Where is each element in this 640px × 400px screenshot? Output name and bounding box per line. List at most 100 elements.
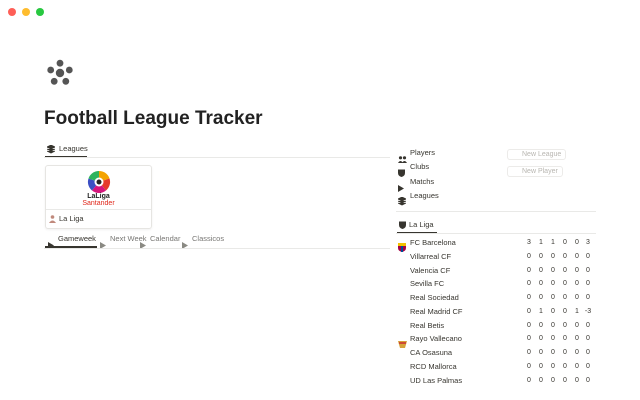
action-button[interactable]: New Player: [507, 165, 563, 177]
stat-cell: 0: [563, 376, 567, 384]
stat-cell: 0: [575, 280, 579, 288]
stat-cell: 0: [539, 321, 543, 329]
club-name[interactable]: Real Betis: [410, 320, 445, 330]
club-name[interactable]: UD Las Palmas: [410, 375, 463, 385]
stat-cell: 0: [563, 252, 567, 260]
stat-cell: 0: [563, 362, 567, 370]
nav-link[interactable]: Matchs: [410, 176, 435, 186]
stat-cell: 0: [575, 362, 579, 370]
stat-cell: 0: [575, 376, 579, 384]
stat-cell: 0: [527, 321, 531, 329]
stat-cell: 0: [527, 349, 531, 356]
card-divider: [46, 209, 151, 210]
league-logo: [87, 170, 111, 194]
stat-cell: 0: [527, 376, 531, 384]
stat-cell: 0: [539, 280, 543, 288]
divider: [396, 211, 596, 212]
nav-link[interactable]: Clubs: [410, 162, 430, 172]
stat-cell: 0: [539, 266, 543, 274]
stat-cell: 0: [563, 280, 567, 288]
stat-cell: 0: [586, 294, 590, 301]
logo-bottom-text: Santander: [82, 200, 115, 207]
view-tab[interactable]: Classicos: [192, 234, 225, 243]
stat-cell: 0: [551, 280, 555, 288]
stat-cell: 0: [575, 252, 579, 260]
stat-cell: 1: [539, 239, 543, 246]
stat-cell: 0: [539, 294, 543, 301]
stat-cell: 0: [563, 321, 567, 329]
stat-cell: 0: [586, 280, 590, 288]
club-name[interactable]: FC Barcelona: [410, 238, 456, 247]
club-name[interactable]: RCD Mallorca: [410, 361, 457, 371]
stat-cell: 0: [563, 239, 567, 246]
club-name[interactable]: CA Osasuna: [410, 348, 453, 357]
tab-underline: [45, 156, 87, 158]
standings-tab[interactable]: La Liga: [409, 220, 434, 229]
play-icon: [48, 236, 54, 254]
play-icon: [140, 236, 146, 254]
stat-cell: 0: [575, 266, 579, 274]
stat-cell: 0: [563, 335, 567, 343]
stat-cell: 0: [575, 294, 579, 301]
stat-cell: 0: [575, 335, 579, 343]
stat-cell: 3: [527, 239, 531, 246]
stat-cell: 0: [539, 252, 543, 260]
stat-cell: 0: [575, 349, 579, 356]
stat-cell: 0: [586, 321, 590, 329]
stat-cell: 0: [551, 321, 555, 329]
page-icon: [47, 59, 73, 86]
play-icon: [100, 236, 106, 254]
stat-cell: 0: [527, 307, 531, 315]
close-dot[interactable]: [8, 8, 16, 16]
divider: [44, 248, 390, 249]
club-crest: [398, 335, 407, 353]
link-icon: [397, 193, 407, 211]
stat-cell: 0: [563, 307, 567, 315]
layers-icon: [47, 145, 55, 154]
view-tab[interactable]: Next Week: [110, 234, 147, 243]
nav-link[interactable]: Leagues: [410, 190, 439, 200]
club-name[interactable]: Real Madrid CF: [410, 306, 463, 316]
stat-cell: 0: [551, 376, 555, 384]
stat-cell: 0: [527, 266, 531, 274]
person-icon: [49, 215, 56, 223]
action-button[interactable]: New League: [507, 149, 567, 160]
stat-cell: 0: [527, 362, 531, 370]
logo-top-text: LaLiga: [87, 193, 110, 200]
zoom-dot[interactable]: [36, 8, 44, 16]
page-title: Football League Tracker: [44, 108, 263, 129]
stat-cell: 0: [539, 335, 543, 343]
nav-link[interactable]: Players: [410, 148, 436, 157]
stat-cell: 0: [575, 239, 579, 246]
view-tab[interactable]: Leagues: [59, 144, 88, 153]
divider: [44, 157, 390, 158]
stat-cell: 0: [539, 376, 543, 384]
club-name[interactable]: Sevilla FC: [410, 279, 445, 289]
club-name[interactable]: Villarreal CF: [410, 251, 452, 261]
stat-cell: 0: [527, 294, 531, 301]
view-tab[interactable]: Calendar: [150, 234, 181, 243]
stat-cell: 0: [586, 335, 590, 343]
tab-underline: [45, 246, 97, 248]
minimize-dot[interactable]: [22, 8, 30, 16]
link-icon: [398, 179, 404, 197]
stat-cell: 0: [551, 266, 555, 274]
card-title: La Liga: [59, 214, 84, 223]
club-crest: [398, 239, 406, 257]
link-icon: [398, 164, 405, 182]
club-name[interactable]: Real Sociedad: [410, 293, 459, 302]
league-card[interactable]: LaLiga Santander La Liga: [45, 165, 152, 229]
stat-cell: 0: [551, 252, 555, 260]
club-name[interactable]: Rayo Vallecano: [410, 334, 462, 344]
stat-cell: 0: [586, 266, 590, 274]
view-tab[interactable]: Gameweek: [58, 234, 96, 243]
stat-cell: 0: [551, 294, 555, 301]
stat-cell: 0: [586, 349, 590, 356]
tab-underline: [397, 232, 437, 234]
shield-icon: [399, 221, 406, 229]
club-name[interactable]: Valencia CF: [410, 265, 451, 275]
stat-cell: 0: [539, 362, 543, 370]
stat-cell: 0: [563, 294, 567, 301]
stat-cell: 0: [563, 349, 567, 356]
